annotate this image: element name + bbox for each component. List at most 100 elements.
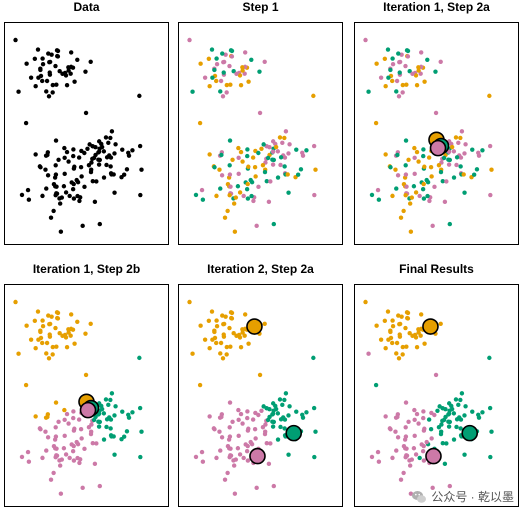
data-point — [137, 405, 143, 411]
data-point — [82, 184, 87, 190]
data-point — [83, 110, 89, 116]
data-point — [40, 323, 46, 329]
data-point — [394, 89, 399, 94]
data-point — [71, 153, 76, 159]
data-point — [373, 382, 379, 388]
data-point — [64, 411, 70, 417]
data-point — [270, 162, 276, 167]
data-point — [273, 144, 279, 150]
data-point — [257, 110, 263, 116]
data-point — [374, 323, 379, 328]
data-point — [260, 163, 266, 168]
data-point — [224, 352, 229, 357]
data-point — [75, 57, 80, 62]
data-point — [234, 71, 239, 77]
data-point — [282, 164, 287, 169]
data-point — [271, 221, 277, 227]
data-point — [456, 140, 461, 146]
plot-frame — [4, 284, 169, 507]
wechat-icon — [412, 490, 427, 503]
data-point — [264, 441, 269, 446]
data-point — [48, 215, 54, 220]
data-point — [277, 135, 283, 140]
data-point — [256, 150, 261, 156]
data-point — [418, 50, 424, 55]
data-point — [438, 59, 443, 64]
data-point — [395, 173, 401, 178]
data-point — [240, 68, 245, 73]
data-point — [261, 404, 266, 409]
data-point — [268, 441, 273, 446]
data-point — [228, 48, 234, 53]
data-point — [90, 441, 95, 446]
data-point — [210, 337, 215, 342]
data-point — [275, 149, 281, 154]
data-point — [58, 229, 64, 234]
data-point — [409, 457, 415, 462]
data-point — [40, 78, 45, 84]
data-point — [56, 419, 61, 424]
data-point — [88, 431, 94, 437]
data-point — [401, 208, 406, 214]
data-point — [59, 457, 65, 462]
data-point — [251, 198, 256, 204]
data-point — [62, 433, 67, 439]
data-point — [61, 184, 67, 189]
data-point — [257, 372, 263, 378]
data-point — [35, 47, 41, 52]
data-point — [222, 477, 228, 482]
data-point — [252, 165, 258, 170]
data-point — [187, 299, 192, 305]
data-point — [91, 417, 97, 423]
data-point — [395, 414, 400, 420]
data-point — [40, 340, 45, 346]
data-point — [376, 459, 382, 464]
data-point — [446, 162, 452, 167]
data-point — [101, 149, 107, 154]
data-point — [240, 421, 245, 426]
data-point — [193, 454, 199, 460]
data-point — [409, 195, 415, 200]
data-point — [130, 148, 135, 153]
data-point — [246, 164, 251, 169]
data-point — [221, 70, 226, 75]
data-point — [54, 310, 60, 315]
data-point — [91, 155, 97, 161]
data-point — [223, 314, 228, 319]
data-point — [74, 177, 79, 183]
data-point — [76, 417, 82, 422]
data-point — [106, 402, 111, 408]
data-point — [231, 463, 237, 468]
data-point — [50, 352, 55, 357]
data-point — [458, 397, 463, 403]
data-point — [401, 470, 406, 476]
data-point — [256, 184, 261, 190]
data-point — [235, 446, 241, 451]
data-point — [436, 163, 442, 168]
data-point — [28, 75, 34, 80]
data-point — [440, 179, 445, 184]
data-point — [212, 165, 217, 170]
data-point — [67, 193, 72, 199]
data-point — [480, 410, 485, 415]
data-point — [40, 318, 45, 323]
data-point — [64, 149, 70, 155]
data-point — [416, 159, 421, 164]
data-point — [420, 187, 426, 192]
data-point — [44, 186, 49, 191]
data-point — [229, 54, 235, 59]
data-point — [395, 435, 401, 440]
data-point — [96, 162, 102, 167]
data-point — [53, 325, 58, 331]
data-point — [232, 491, 238, 496]
data-point — [103, 397, 109, 402]
data-point — [108, 426, 113, 431]
data-point — [385, 309, 391, 314]
data-point — [57, 201, 63, 206]
data-point — [101, 437, 107, 442]
data-point — [422, 79, 427, 84]
data-point — [382, 318, 388, 323]
data-point — [235, 184, 241, 189]
data-point — [412, 145, 417, 151]
data-point — [214, 56, 219, 61]
